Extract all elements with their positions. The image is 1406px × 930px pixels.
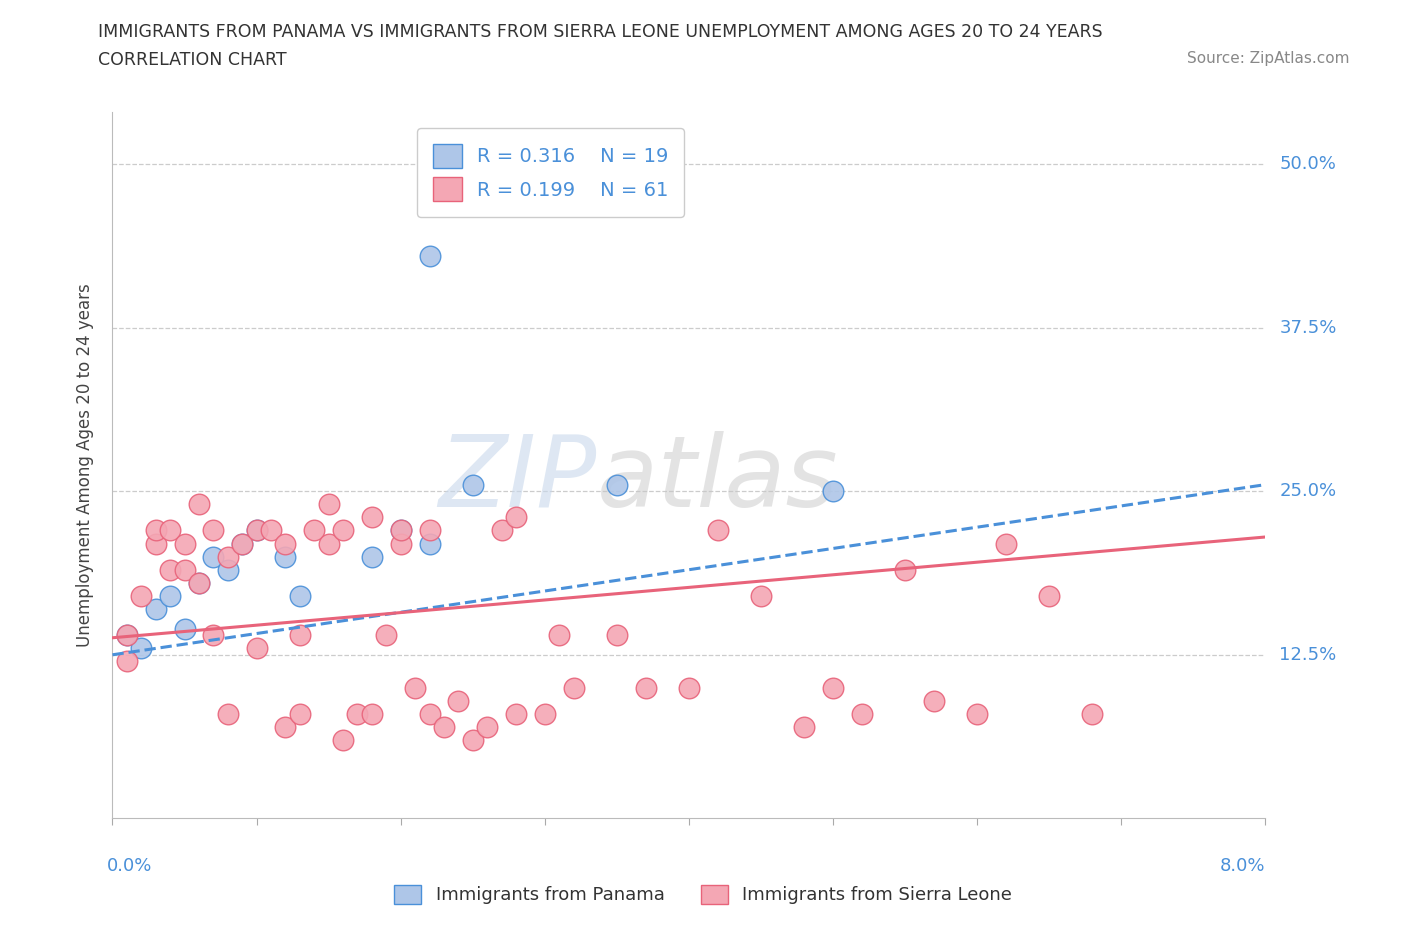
- Point: [419, 536, 441, 551]
- Point: [145, 602, 167, 617]
- Text: ZIP: ZIP: [439, 431, 596, 527]
- Point: [634, 680, 657, 695]
- Text: 0.0%: 0.0%: [107, 857, 152, 875]
- Point: [188, 497, 211, 512]
- Text: Source: ZipAtlas.com: Source: ZipAtlas.com: [1187, 51, 1350, 66]
- Point: [793, 719, 815, 734]
- Point: [318, 536, 340, 551]
- Point: [173, 563, 195, 578]
- Point: [188, 576, 211, 591]
- Legend: Immigrants from Panama, Immigrants from Sierra Leone: Immigrants from Panama, Immigrants from …: [387, 878, 1019, 911]
- Point: [115, 628, 138, 643]
- Point: [246, 523, 269, 538]
- Point: [360, 550, 382, 565]
- Point: [360, 706, 382, 721]
- Point: [288, 706, 311, 721]
- Point: [145, 536, 167, 551]
- Point: [217, 550, 239, 565]
- Point: [115, 654, 138, 669]
- Text: 50.0%: 50.0%: [1279, 155, 1336, 173]
- Point: [505, 510, 527, 525]
- Point: [217, 706, 239, 721]
- Point: [145, 523, 167, 538]
- Text: CORRELATION CHART: CORRELATION CHART: [98, 51, 287, 69]
- Point: [246, 641, 269, 656]
- Text: IMMIGRANTS FROM PANAMA VS IMMIGRANTS FROM SIERRA LEONE UNEMPLOYMENT AMONG AGES 2: IMMIGRANTS FROM PANAMA VS IMMIGRANTS FRO…: [98, 23, 1104, 41]
- Point: [332, 733, 354, 748]
- Point: [202, 523, 225, 538]
- Point: [491, 523, 513, 538]
- Point: [389, 523, 412, 538]
- Point: [433, 719, 456, 734]
- Point: [749, 589, 772, 604]
- Point: [159, 589, 181, 604]
- Text: atlas: atlas: [596, 431, 838, 527]
- Point: [562, 680, 585, 695]
- Point: [548, 628, 571, 643]
- Point: [288, 589, 311, 604]
- Point: [966, 706, 988, 721]
- Point: [360, 510, 382, 525]
- Point: [217, 563, 239, 578]
- Point: [346, 706, 368, 721]
- Point: [447, 693, 470, 708]
- Point: [606, 477, 628, 492]
- Point: [202, 550, 225, 565]
- Point: [419, 248, 441, 263]
- Point: [894, 563, 917, 578]
- Point: [678, 680, 700, 695]
- Point: [375, 628, 398, 643]
- Point: [274, 719, 297, 734]
- Point: [475, 719, 498, 734]
- Point: [173, 536, 195, 551]
- Point: [260, 523, 283, 538]
- Text: 8.0%: 8.0%: [1220, 857, 1265, 875]
- Point: [995, 536, 1018, 551]
- Point: [419, 706, 441, 721]
- Point: [707, 523, 730, 538]
- Point: [318, 497, 340, 512]
- Point: [461, 477, 484, 492]
- Point: [821, 680, 844, 695]
- Point: [288, 628, 311, 643]
- Point: [159, 523, 181, 538]
- Point: [188, 576, 211, 591]
- Point: [389, 523, 412, 538]
- Text: 37.5%: 37.5%: [1279, 319, 1337, 337]
- Point: [922, 693, 945, 708]
- Point: [851, 706, 873, 721]
- Point: [332, 523, 354, 538]
- Point: [202, 628, 225, 643]
- Point: [129, 641, 153, 656]
- Point: [389, 536, 412, 551]
- Point: [606, 628, 628, 643]
- Point: [304, 523, 326, 538]
- Point: [461, 733, 484, 748]
- Point: [129, 589, 153, 604]
- Point: [404, 680, 426, 695]
- Text: 12.5%: 12.5%: [1279, 645, 1337, 664]
- Point: [1038, 589, 1060, 604]
- Point: [1081, 706, 1104, 721]
- Point: [274, 536, 297, 551]
- Point: [533, 706, 555, 721]
- Y-axis label: Unemployment Among Ages 20 to 24 years: Unemployment Among Ages 20 to 24 years: [76, 283, 94, 647]
- Text: 25.0%: 25.0%: [1279, 482, 1337, 500]
- Point: [173, 621, 195, 636]
- Point: [115, 628, 138, 643]
- Point: [821, 484, 844, 498]
- Point: [419, 523, 441, 538]
- Point: [505, 706, 527, 721]
- Point: [246, 523, 269, 538]
- Point: [274, 550, 297, 565]
- Point: [231, 536, 253, 551]
- Point: [159, 563, 181, 578]
- Point: [231, 536, 253, 551]
- Legend: R = 0.316    N = 19, R = 0.199    N = 61: R = 0.316 N = 19, R = 0.199 N = 61: [418, 128, 685, 217]
